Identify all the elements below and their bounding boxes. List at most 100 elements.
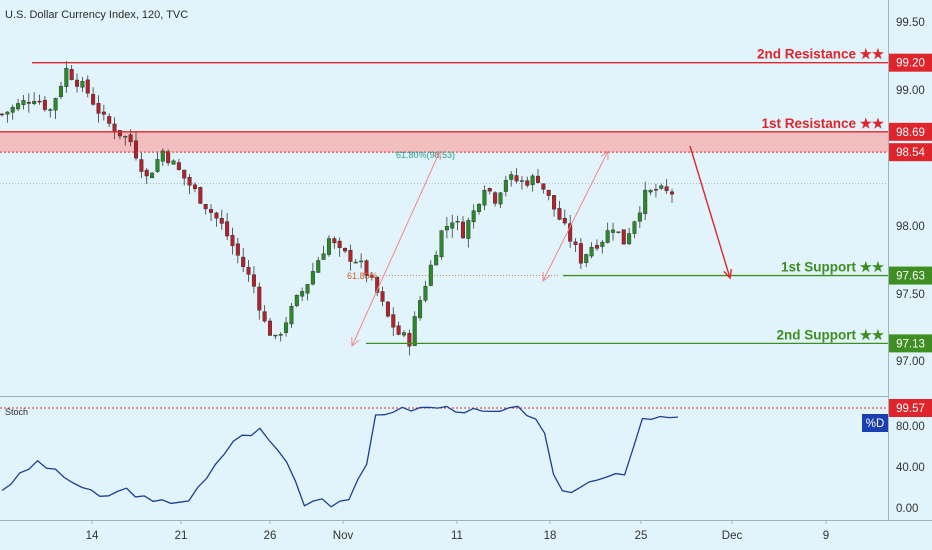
- candle-body: [568, 223, 573, 242]
- candle-body: [182, 169, 187, 179]
- candle-body: [225, 221, 230, 237]
- candle-body: [235, 243, 240, 256]
- candle-body: [64, 68, 69, 87]
- candle-body: [562, 218, 567, 224]
- candle-body: [380, 291, 385, 302]
- resistance-1-badge-text: 98.69: [896, 127, 925, 139]
- candle-body: [375, 276, 380, 293]
- x-tick-label: 21: [175, 530, 188, 542]
- candle-body: [503, 180, 508, 192]
- candle-body: [627, 233, 632, 245]
- candle-body: [219, 218, 224, 224]
- zone-lower-badge: [889, 143, 932, 162]
- candle-body: [546, 189, 551, 196]
- support-1-badge-text: 97.63: [896, 271, 925, 283]
- support-1-label: 1st Support ★★: [781, 260, 885, 275]
- candle-body: [364, 260, 369, 276]
- candle-body: [637, 212, 642, 222]
- candle-body: [214, 212, 219, 219]
- candle-body: [166, 151, 171, 164]
- candle-body: [85, 79, 90, 94]
- arrows-layer: [351, 145, 733, 348]
- candle-body: [621, 229, 626, 245]
- candle-body: [439, 230, 444, 258]
- y-tick-label: 98.00: [896, 221, 925, 233]
- candle-body: [460, 221, 465, 239]
- resistance-zone-layer: [0, 131, 888, 153]
- candle-body: [160, 150, 165, 162]
- candle-body: [246, 267, 251, 275]
- chart-title: U.S. Dollar Currency Index, 120, TVC: [5, 9, 188, 21]
- resistance-zone: [0, 131, 888, 153]
- candle-body: [69, 69, 74, 80]
- resistance-1-badge: [889, 122, 932, 141]
- candle-body: [659, 185, 664, 189]
- x-tick-label: 9: [823, 530, 829, 542]
- candle-body: [284, 322, 289, 333]
- stoch-y-tick-label: 80.00: [896, 421, 925, 433]
- candle-body: [133, 140, 138, 159]
- support-2-badge-text: 97.13: [896, 338, 925, 350]
- candle-body: [203, 204, 208, 210]
- candle-body: [42, 99, 47, 110]
- candle-body: [653, 189, 658, 191]
- candle-body: [477, 204, 482, 212]
- candle-body: [670, 191, 675, 195]
- grid-layer: [0, 0, 932, 521]
- support-2-label: 2nd Support ★★: [777, 327, 885, 342]
- candle-body: [305, 284, 310, 294]
- candles-layer[interactable]: [0, 61, 675, 356]
- stoch-title: Stoch: [5, 407, 28, 417]
- candle-body: [268, 320, 273, 336]
- candle-body: [332, 238, 337, 244]
- fib-teal-label: 61.80%(98.53): [396, 150, 455, 160]
- candle-body: [101, 111, 106, 115]
- candle-body: [664, 186, 669, 191]
- candle-body: [428, 264, 433, 286]
- candle-body: [434, 255, 439, 266]
- candle-body: [594, 245, 599, 249]
- candle-body: [37, 100, 42, 103]
- candle-body: [273, 334, 278, 337]
- candle-body: [128, 134, 133, 143]
- candle-body: [611, 229, 616, 233]
- stoch-legend-badge: [862, 414, 888, 432]
- candle-body: [536, 175, 541, 183]
- y-tick-label: 97.00: [896, 356, 925, 368]
- candle-body: [192, 184, 197, 190]
- resistance-2-badge-text: 99.20: [896, 58, 925, 70]
- candle-body: [278, 334, 283, 336]
- candle-body: [53, 98, 58, 111]
- candle-body: [32, 101, 37, 104]
- candle-body: [418, 300, 423, 319]
- candle-body: [530, 175, 535, 185]
- candle-body: [632, 221, 637, 234]
- candle-body: [96, 103, 101, 114]
- stoch-legend-text: %D: [866, 418, 885, 430]
- candle-body: [396, 325, 401, 335]
- candle-body: [139, 159, 144, 172]
- candle-body: [300, 291, 305, 297]
- candle-body: [337, 240, 342, 248]
- candle-body: [155, 159, 160, 172]
- fib-arrow-2-head: [600, 149, 609, 161]
- candle-body: [353, 261, 358, 264]
- projection-arrow-head: [723, 269, 733, 280]
- resistance-2-label: 2nd Resistance ★★: [757, 47, 885, 62]
- zone-lower-badge-text: 98.54: [896, 147, 925, 159]
- support-1-badge: [889, 266, 932, 285]
- candle-body: [552, 195, 557, 210]
- x-tick-label: 25: [635, 530, 648, 542]
- candle-body: [230, 235, 235, 246]
- candle-body: [450, 222, 455, 229]
- candle-body: [471, 210, 476, 223]
- x-tick-label: 18: [544, 530, 557, 542]
- candle-body: [209, 209, 214, 213]
- candle-body: [58, 86, 63, 98]
- candle-body: [343, 247, 348, 252]
- fib-arrow-2-head: [542, 271, 551, 283]
- fib-arrow-2: [542, 150, 609, 282]
- candle-body: [407, 332, 412, 347]
